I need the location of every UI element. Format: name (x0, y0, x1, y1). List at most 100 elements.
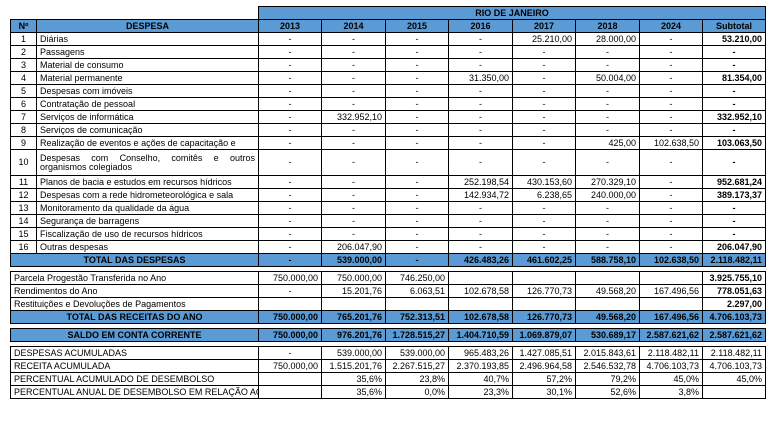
row-number[interactable]: 8 (10, 123, 37, 137)
acumulado-label[interactable]: RECEITA ACUMULADA (10, 359, 259, 373)
value-cell[interactable]: 778.051,63 (701, 284, 767, 298)
value-cell[interactable]: - (258, 97, 322, 111)
value-cell[interactable]: - (385, 97, 449, 111)
value-cell[interactable]: 3,8% (639, 385, 703, 399)
value-cell[interactable]: - (448, 240, 513, 254)
value-cell[interactable]: 461.602,25 (512, 253, 576, 267)
value-cell[interactable]: - (639, 45, 703, 59)
acumulado-label[interactable]: DESPESAS ACUMULADAS (10, 346, 259, 360)
expense-label[interactable]: Despesas com a rede hidrometeorológica e… (36, 188, 259, 202)
value-cell[interactable] (448, 297, 513, 311)
saldo-label[interactable]: SALDO EM CONTA CORRENTE (10, 328, 259, 342)
value-cell[interactable]: - (575, 240, 640, 254)
value-cell[interactable]: - (512, 97, 576, 111)
row-number[interactable]: 3 (10, 58, 37, 72)
column-header[interactable]: 2017 (512, 19, 576, 33)
value-cell[interactable]: - (575, 45, 640, 59)
column-header[interactable]: DESPESA (36, 19, 259, 33)
column-header[interactable]: 2014 (321, 19, 386, 33)
value-cell[interactable]: - (575, 227, 640, 241)
value-cell[interactable]: - (512, 123, 576, 137)
value-cell[interactable]: 50.004,00 (575, 71, 640, 85)
value-cell[interactable]: - (512, 149, 576, 176)
row-number[interactable]: 16 (10, 240, 37, 254)
value-cell[interactable]: 765.201,76 (321, 310, 386, 324)
value-cell[interactable]: 430.153,60 (512, 175, 576, 189)
value-cell[interactable]: - (639, 110, 703, 124)
value-cell[interactable]: 23,8% (385, 372, 449, 386)
value-cell[interactable]: - (575, 149, 640, 176)
value-cell[interactable]: 240.000,00 (575, 188, 640, 202)
value-cell[interactable]: 389.173,37 (701, 188, 767, 202)
value-cell[interactable]: - (258, 284, 322, 298)
value-cell[interactable]: - (639, 175, 703, 189)
value-cell[interactable] (639, 271, 703, 285)
row-number[interactable]: 2 (10, 45, 37, 59)
value-cell[interactable] (258, 385, 322, 399)
value-cell[interactable]: - (639, 240, 703, 254)
expense-label[interactable]: Material de consumo (36, 58, 259, 72)
value-cell[interactable]: 2.267.515,27 (385, 359, 449, 373)
column-header[interactable]: Nº (10, 19, 37, 33)
value-cell[interactable]: 750.000,00 (258, 310, 322, 324)
value-cell[interactable]: - (575, 97, 640, 111)
value-cell[interactable]: 2.297,00 (701, 297, 767, 311)
row-number[interactable]: 15 (10, 227, 37, 241)
value-cell[interactable] (258, 372, 322, 386)
expense-label[interactable]: Realização de eventos e ações de capacit… (36, 136, 259, 150)
value-cell[interactable]: - (258, 71, 322, 85)
value-cell[interactable]: 167.496,56 (639, 310, 703, 324)
value-cell[interactable]: - (575, 123, 640, 137)
value-cell[interactable]: - (512, 84, 576, 98)
value-cell[interactable]: - (385, 227, 449, 241)
value-cell[interactable] (385, 297, 449, 311)
value-cell[interactable]: - (321, 97, 386, 111)
expense-label[interactable]: Monitoramento da qualidade da água (36, 201, 259, 215)
value-cell[interactable]: - (321, 58, 386, 72)
value-cell[interactable]: 3.925.755,10 (701, 271, 767, 285)
value-cell[interactable]: - (448, 136, 513, 150)
value-cell[interactable]: - (701, 227, 767, 241)
value-cell[interactable]: - (258, 45, 322, 59)
value-cell[interactable]: 750.000,00 (258, 271, 322, 285)
value-cell[interactable]: 750.000,00 (321, 271, 386, 285)
expense-label[interactable]: Fiscalização de uso de recursos hídricos (36, 227, 259, 241)
value-cell[interactable]: - (385, 32, 449, 46)
value-cell[interactable]: - (701, 201, 767, 215)
row-number[interactable]: 5 (10, 84, 37, 98)
value-cell[interactable]: 332.952,10 (321, 110, 386, 124)
value-cell[interactable]: 2.118.482,11 (701, 253, 767, 267)
value-cell[interactable]: - (639, 201, 703, 215)
value-cell[interactable]: 588.758,10 (575, 253, 640, 267)
value-cell[interactable]: 332.952,10 (701, 110, 767, 124)
value-cell[interactable]: - (321, 227, 386, 241)
value-cell[interactable]: - (385, 149, 449, 176)
value-cell[interactable]: - (258, 110, 322, 124)
value-cell[interactable]: 126.770,73 (512, 310, 576, 324)
value-cell[interactable]: 30,1% (512, 385, 576, 399)
value-cell[interactable]: - (448, 58, 513, 72)
value-cell[interactable]: 2.496.964,58 (512, 359, 576, 373)
value-cell[interactable]: 1.728.515,27 (385, 328, 449, 342)
value-cell[interactable]: 1.515.201,76 (321, 359, 386, 373)
value-cell[interactable]: 126.770,73 (512, 284, 576, 298)
value-cell[interactable]: 426.483,26 (448, 253, 513, 267)
value-cell[interactable]: - (448, 110, 513, 124)
value-cell[interactable] (512, 297, 576, 311)
row-number[interactable]: 11 (10, 175, 37, 189)
expense-label[interactable]: Despesas com Conselho, comitês e outros … (36, 149, 259, 176)
value-cell[interactable]: - (258, 32, 322, 46)
total-label[interactable]: TOTAL DAS RECEITAS DO ANO (10, 310, 259, 324)
value-cell[interactable]: 965.483,26 (448, 346, 513, 360)
value-cell[interactable]: - (701, 45, 767, 59)
acumulado-label[interactable]: PERCENTUAL ACUMULADO DE DESEMBOLSO (10, 372, 259, 386)
value-cell[interactable]: - (639, 214, 703, 228)
value-cell[interactable]: - (575, 110, 640, 124)
value-cell[interactable]: - (258, 253, 322, 267)
value-cell[interactable]: 752.313,51 (385, 310, 449, 324)
row-number[interactable]: 1 (10, 32, 37, 46)
value-cell[interactable]: 539.000,00 (321, 346, 386, 360)
value-cell[interactable]: 79,2% (575, 372, 640, 386)
value-cell[interactable]: 102.678,58 (448, 310, 513, 324)
region-title[interactable]: RIO DE JANEIRO (257, 6, 767, 20)
